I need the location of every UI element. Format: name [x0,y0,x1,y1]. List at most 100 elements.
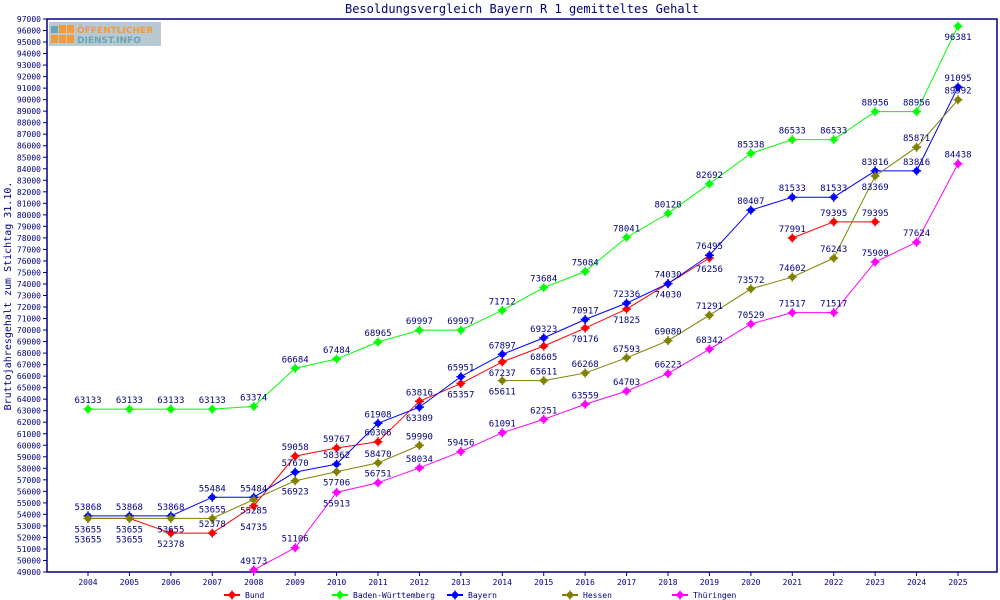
data-point-thüringen-ray [497,428,507,438]
data-label-thüringen: 68342 [696,336,723,346]
y-tick-label: 91000 [17,84,41,93]
legend-marker-hessen-ray [565,590,575,600]
data-label-baden-württemberg: 88956 [903,99,930,109]
x-tick-label: 2015 [534,578,553,587]
data-label-hessen: 73572 [737,276,764,286]
x-tick-label: 2011 [368,578,387,587]
data-point-bayern-ray [373,418,383,428]
y-tick-label: 97000 [17,15,41,24]
data-point-thüringen-ray [332,487,342,497]
data-label-bund: 52378 [199,520,226,530]
data-label-bund: 76256 [696,265,723,275]
series-line-hessen [584,357,627,374]
series-line-thüringen [584,390,627,405]
y-tick-label: 50000 [17,556,41,565]
data-label-bayern: 61908 [364,410,391,420]
data-point-hessen-ray [663,336,673,346]
data-point-bayern-ray [663,279,673,289]
data-label-thüringen: 51106 [282,535,309,545]
series-line-bayern [626,283,669,304]
data-label-baden-württemberg: 86533 [820,127,847,137]
y-tick-label: 66000 [17,372,41,381]
site-logo: ÖFFENTLICHER DIENST.INFO [49,22,161,46]
series-line-baden-württemberg [916,25,959,112]
data-label-thüringen: 71517 [779,300,806,310]
data-label-thüringen: 55913 [323,499,350,509]
data-label-thüringen: 70529 [737,311,764,321]
y-tick-label: 63000 [17,407,41,416]
x-tick-label: 2009 [286,578,305,587]
data-label-thüringen: 77624 [903,229,930,239]
series-line-hessen [750,276,793,290]
data-label-baden-württemberg: 88956 [862,99,889,109]
data-label-baden-württemberg: 75084 [572,258,599,268]
y-tick-label: 94000 [17,50,41,59]
data-label-baden-württemberg: 85338 [737,140,764,150]
data-label-baden-württemberg: 68965 [364,329,391,339]
series-line-hessen [792,257,834,278]
data-label-bayern: 53868 [157,503,184,513]
x-tick-label: 2018 [658,578,677,587]
series-line-hessen [377,444,420,464]
data-label-bund: 71825 [613,316,640,326]
data-label-bayern: 67897 [489,341,516,351]
legend-label-hessen: Hessen [583,591,612,600]
legend-label-bund: Bund [245,591,264,600]
data-label-bayern: 74030 [654,291,681,301]
y-tick-label: 61000 [17,430,41,439]
data-label-bund: 54735 [240,523,267,533]
data-point-bayern-ray [207,492,217,502]
data-label-bayern: 65951 [447,364,474,374]
data-label-thüringen: 61091 [489,420,516,430]
data-label-baden-württemberg: 80128 [654,200,681,210]
data-point-hessen-ray [870,171,880,181]
data-label-bayern: 81533 [779,184,806,194]
data-point-bayern-ray [787,192,797,202]
y-tick-label: 52000 [17,533,41,542]
data-point-bayern-ray [622,298,632,308]
x-tick-label: 2007 [203,578,222,587]
data-label-bayern: 70917 [572,306,599,316]
svg-text:ÖFFENTLICHER: ÖFFENTLICHER [77,25,153,36]
data-point-baden-württemberg-ray [456,325,466,335]
series-line-hessen [833,175,876,259]
y-tick-label: 88000 [17,119,41,128]
plot-frame [46,18,998,573]
data-point-hessen-ray [829,253,839,263]
series-line-thüringen [916,163,959,243]
data-label-baden-württemberg: 67484 [323,346,350,356]
data-point-baden-württemberg-ray [332,354,342,364]
data-label-hessen: 89992 [944,87,971,97]
data-point-hessen-ray [414,440,424,450]
data-label-bayern: 53868 [74,503,101,513]
data-point-thüringen-ray [539,414,549,424]
series-line-hessen [212,499,254,519]
data-label-bayern: 91095 [944,74,971,84]
data-label-bayern: 80407 [737,197,764,207]
data-label-bund: 79395 [820,209,847,219]
y-tick-label: 96000 [17,27,41,36]
data-point-baden-württemberg-ray [497,305,507,315]
legend-marker-baden-württemberg-ray [335,590,345,600]
data-label-bund: 79395 [862,209,889,219]
data-point-thüringen-ray [704,344,714,354]
series-line-hessen [874,146,917,177]
data-label-bund: 53655 [116,525,143,535]
y-tick-label: 75000 [17,268,41,277]
data-label-hessen: 71291 [696,302,723,312]
series-line-thüringen [419,451,462,469]
y-tick-label: 83000 [17,176,41,185]
data-point-hessen-ray [704,310,714,320]
series-line-bayern [170,496,213,517]
data-label-thüringen: 59456 [447,439,474,449]
data-label-hessen: 66268 [572,360,599,370]
data-point-hessen-ray [787,272,797,282]
data-point-bayern-ray [829,192,839,202]
y-tick-label: 78000 [17,234,41,243]
data-label-baden-württemberg: 69997 [447,317,474,327]
x-tick-label: 2022 [824,578,843,587]
series-line-bayern [295,463,337,473]
data-label-hessen: 58470 [364,450,391,460]
data-point-baden-württemberg-ray [539,283,549,293]
